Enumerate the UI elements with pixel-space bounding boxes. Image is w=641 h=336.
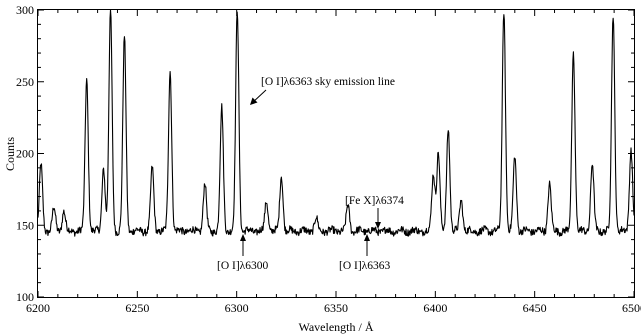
annotation-sky-line: [O I]λ6363 sky emission line (250, 76, 395, 105)
y-tick-label: 200 (16, 147, 34, 161)
tick-labels: 6200 6250 6300 6350 6400 6450 6500 100 150 200 250… (16, 3, 641, 315)
x-tick-label: 6200 (26, 301, 50, 315)
y-tick-label: 250 (16, 75, 34, 89)
annotation-o-i-6300-arrowhead (240, 234, 246, 241)
x-tick-label: 6250 (125, 301, 149, 315)
y-tick-label: 100 (16, 290, 34, 304)
y-tick-label: 300 (16, 3, 34, 17)
annotation-fe-x-arrowhead (375, 222, 381, 229)
annotation-sky-line-label: [O I]λ6363 sky emission line (261, 76, 395, 88)
x-tick-label: 6300 (225, 301, 249, 315)
x-tick-label: 6400 (423, 301, 447, 315)
annotation-o-i-6363-arrowhead (364, 234, 370, 241)
plot-frame (37, 9, 635, 298)
ticks-layer (37, 9, 635, 298)
y-tick-label: 150 (16, 218, 34, 232)
x-tick-label: 6350 (324, 301, 348, 315)
spectrum-line (37, 9, 635, 237)
annotation-o-i-6300-label: [O I]λ6300 (217, 260, 268, 272)
x-axis-title: Wavelength / Å (298, 320, 373, 334)
annotation-fe-x: [Fe X]λ6374 (345, 195, 404, 229)
annotation-fe-x-label: [Fe X]λ6374 (345, 195, 404, 207)
annotation-o-i-6363-label: [O I]λ6363 (339, 260, 390, 272)
y-axis-title: Counts (3, 137, 17, 171)
annotation-sky-line-arrowhead (250, 97, 258, 105)
x-tick-label: 6450 (523, 301, 547, 315)
annotation-o-i-6363: [O I]λ6363 (339, 234, 390, 272)
x-tick-label: 6500 (622, 301, 641, 315)
annotation-o-i-6300: [O I]λ6300 (217, 234, 268, 272)
